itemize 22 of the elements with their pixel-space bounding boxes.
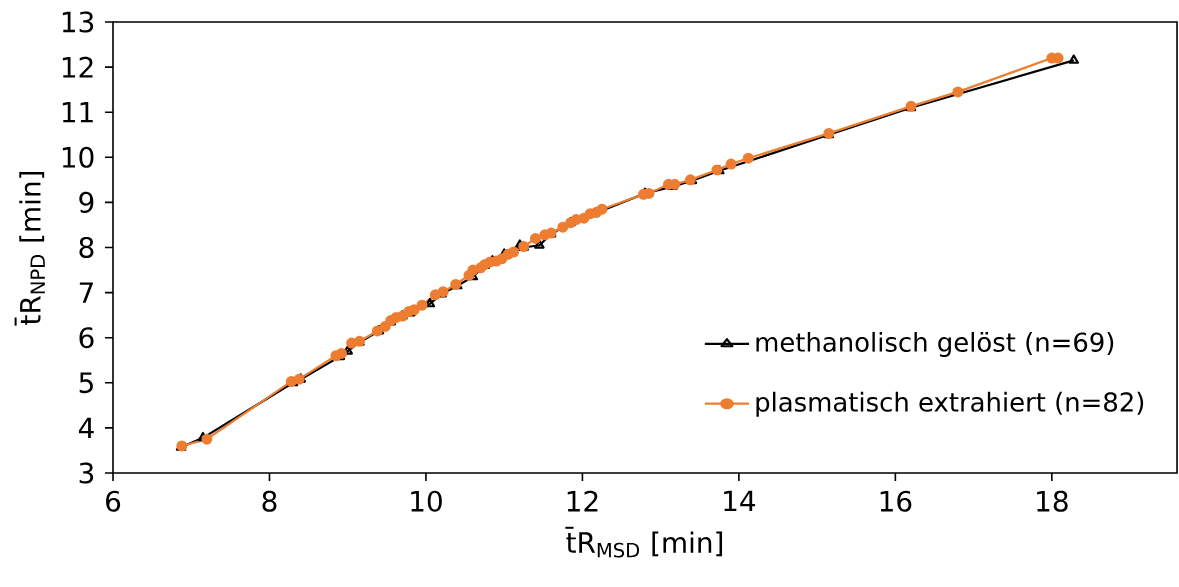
x-tick-label: 14: [724, 490, 756, 512]
legend-label: plasmatisch extrahiert (n=82): [756, 391, 1144, 417]
y-tick-label: 7: [79, 282, 93, 303]
x-tick-label: 12: [567, 490, 598, 512]
y-tick-label: 3: [79, 462, 94, 484]
x-axis-title: t̄R$_{MSD}$ [min]: [565, 526, 723, 558]
y-tick-label: 13: [62, 11, 94, 33]
y-tick-label: 9: [79, 191, 94, 213]
x-tick-label: 8: [262, 490, 277, 512]
y-tick-label: 8: [79, 236, 94, 259]
y-tick-label: 5: [79, 372, 93, 394]
y-tick-label: 12: [62, 56, 93, 78]
x-tick-label: 18: [1037, 490, 1068, 512]
x-tick-label: 6: [106, 490, 121, 512]
x-tick-label: 10: [411, 490, 442, 512]
y-tick-label: 10: [62, 146, 94, 168]
y-tick-label: 11: [62, 102, 93, 123]
y-tick-label: 6: [79, 327, 94, 349]
x-tick-label: 16: [880, 490, 912, 512]
legend-label: methanolisch gelöst (n=69): [756, 331, 1114, 357]
y-tick-label: 4: [78, 417, 94, 439]
y-axis-title: t̄R$_{NPD}$ [min]: [14, 171, 45, 326]
